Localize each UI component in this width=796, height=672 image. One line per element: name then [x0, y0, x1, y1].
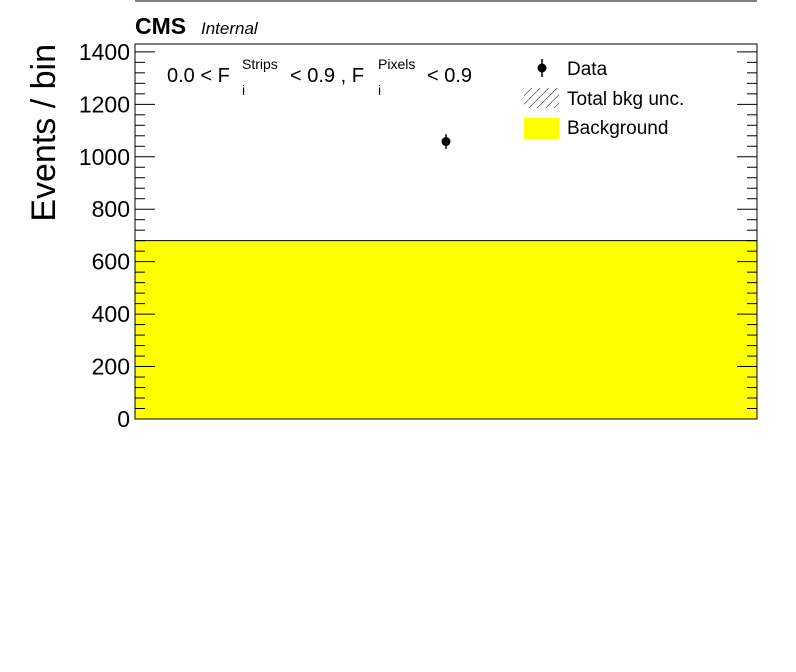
status-label: Internal — [201, 19, 259, 38]
selection-annotation: 0.0 < F Strips i < 0.9 , F Pixels i < 0.… — [167, 56, 472, 98]
legend-data-label: Data — [567, 59, 608, 80]
y-tick-label: 600 — [92, 249, 130, 275]
y-tick-label: 1000 — [79, 144, 130, 170]
legend-fill-icon — [524, 118, 559, 139]
selection-f1-sub: i — [242, 82, 245, 98]
experiment-label: CMS — [135, 13, 186, 39]
data-series — [441, 134, 451, 149]
y-tick-label: 0 — [117, 406, 130, 432]
legend-entry-data: Data — [537, 59, 608, 80]
legend: Data Total bkg unc. Background — [524, 59, 684, 139]
selection-f2-sub: i — [378, 82, 381, 98]
legend-unc-label: Total bkg unc. — [567, 89, 684, 110]
y-tick-label: 200 — [92, 354, 130, 380]
y-tick-label: 1200 — [79, 91, 130, 117]
y-axis-title: Events / bin — [25, 44, 63, 222]
data-point — [441, 137, 451, 147]
selection-suffix: < 0.9 — [427, 65, 472, 87]
y-tick-label: 800 — [92, 196, 130, 222]
selection-f1-sup: Strips — [242, 56, 278, 72]
background-bar — [135, 240, 757, 419]
selection-f2-sup: Pixels — [378, 56, 415, 72]
selection-mid: < 0.9 , F — [290, 65, 364, 87]
y-tick-label: 1400 — [79, 39, 130, 65]
legend-entry-background: Background — [524, 118, 668, 139]
legend-data-marker-icon — [537, 63, 547, 73]
y-axis-ticks — [135, 51, 757, 420]
y-axis-tick-labels: 0 200 400 600 800 1000 1200 1400 — [79, 39, 130, 432]
legend-background-label: Background — [567, 118, 668, 139]
legend-hatch-icon — [524, 88, 559, 108]
plot-frame — [134, 43, 758, 420]
y-tick-label: 400 — [92, 301, 130, 327]
selection-prefix: 0.0 < F — [167, 65, 230, 87]
svg-text:0.0 < F: 0.0 < F — [167, 65, 230, 87]
legend-entry-unc: Total bkg unc. — [524, 88, 684, 110]
